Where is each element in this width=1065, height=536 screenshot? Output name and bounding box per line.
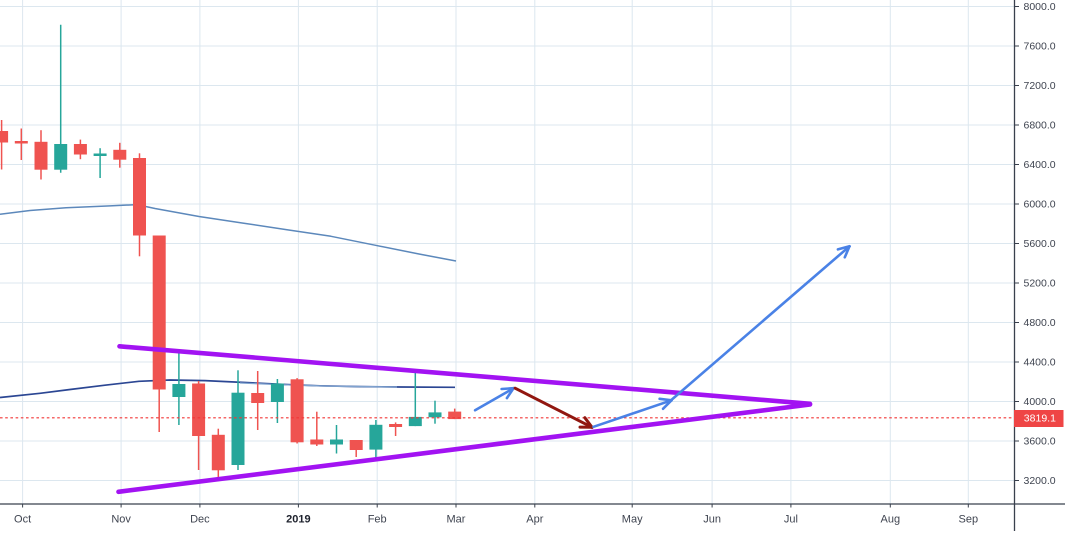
svg-text:Apr: Apr (526, 514, 543, 526)
svg-text:5600.0: 5600.0 (1024, 238, 1056, 250)
svg-text:6400.0: 6400.0 (1024, 159, 1056, 171)
svg-text:Mar: Mar (447, 514, 466, 526)
svg-text:Nov: Nov (111, 514, 131, 526)
svg-text:Aug: Aug (881, 514, 901, 526)
svg-text:6800.0: 6800.0 (1024, 120, 1056, 132)
svg-text:2019: 2019 (286, 514, 310, 526)
svg-text:Jun: Jun (703, 514, 721, 526)
svg-text:7200.0: 7200.0 (1024, 80, 1056, 92)
svg-text:5200.0: 5200.0 (1024, 278, 1056, 290)
svg-text:May: May (622, 514, 643, 526)
svg-text:3600.0: 3600.0 (1024, 436, 1056, 448)
svg-text:8000.0: 8000.0 (1024, 1, 1056, 13)
svg-text:4800.0: 4800.0 (1024, 317, 1056, 329)
svg-text:Oct: Oct (14, 514, 31, 526)
svg-text:7600.0: 7600.0 (1024, 41, 1056, 53)
svg-text:3819.1: 3819.1 (1024, 413, 1056, 425)
svg-text:Dec: Dec (190, 514, 210, 526)
svg-text:3200.0: 3200.0 (1024, 475, 1056, 487)
svg-text:4000.0: 4000.0 (1024, 396, 1056, 408)
svg-text:4400.0: 4400.0 (1024, 357, 1056, 369)
svg-text:6000.0: 6000.0 (1024, 199, 1056, 211)
svg-text:Feb: Feb (368, 514, 387, 526)
svg-text:Sep: Sep (959, 514, 979, 526)
svg-text:Jul: Jul (784, 514, 798, 526)
